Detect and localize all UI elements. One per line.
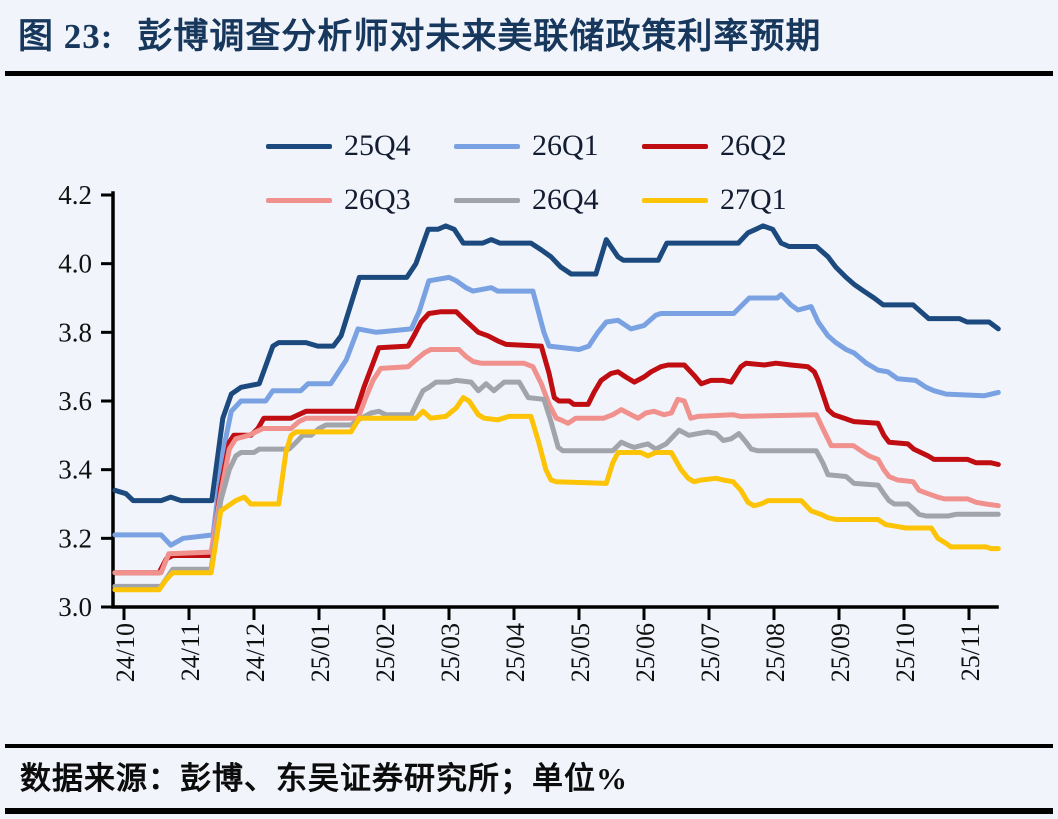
legend-swatch-26Q3: [266, 197, 332, 203]
figure-title-row: 图 23: 彭博调查分析师对未来美联储政策利率预期: [18, 8, 1038, 59]
series-line-26Q3: [112, 347, 1001, 576]
x-tick-label: 25/02: [371, 623, 400, 682]
legend-item-26Q2: 26Q2: [642, 126, 830, 166]
legend-item-25Q4: 25Q4: [266, 126, 454, 166]
y-tick-label: 3.6: [58, 386, 92, 416]
legend-swatch-26Q4: [454, 197, 520, 203]
x-tick-label: 25/07: [696, 623, 725, 682]
figure-label: 图 23:: [18, 17, 114, 56]
x-tick-label: 25/05: [566, 623, 595, 682]
legend-item-27Q1: 27Q1: [642, 180, 830, 220]
legend-label-26Q2: 26Q2: [720, 129, 787, 162]
x-tick-label: 25/09: [826, 623, 855, 682]
x-tick-label: 25/04: [501, 623, 530, 682]
page-title: 彭博调查分析师对未来美联储政策利率预期: [137, 17, 822, 56]
series-line-27Q1: [112, 395, 1001, 593]
y-tick-label: 4.0: [58, 249, 92, 279]
x-tick-label: 25/06: [631, 623, 660, 682]
title-divider-rule: [5, 71, 1053, 76]
y-tick-label: 3.0: [58, 592, 92, 622]
x-tick-label: 24/12: [241, 623, 270, 682]
y-tick-label: 3.4: [58, 455, 92, 485]
series-line-26Q4: [112, 377, 1001, 589]
legend-label-27Q1: 27Q1: [720, 183, 787, 216]
legend-swatch-26Q1: [454, 143, 520, 149]
legend-item-26Q1: 26Q1: [454, 126, 642, 166]
x-tick-label: 25/08: [761, 623, 790, 682]
footer-divider-rule: [5, 744, 1053, 748]
y-tick-label: 4.2: [58, 180, 92, 210]
x-tick-label: 25/01: [306, 623, 335, 682]
legend-label-25Q4: 25Q4: [344, 129, 411, 162]
legend-swatch-27Q1: [642, 197, 708, 203]
series-line-25Q4: [112, 223, 1001, 504]
legend-item-26Q4: 26Q4: [454, 180, 642, 220]
x-tick-label: 24/11: [176, 623, 205, 681]
data-source-text: 数据来源：彭博、东吴证券研究所；单位%: [20, 761, 628, 796]
x-tick-label: 24/10: [111, 623, 140, 682]
legend-label-26Q1: 26Q1: [532, 129, 599, 162]
legend-swatch-26Q2: [642, 143, 708, 149]
x-tick-label: 25/10: [891, 623, 920, 682]
series-line-26Q1: [112, 274, 1001, 548]
chart-legend: 25Q4 26Q1 26Q2 26Q3 26Q4 27Q1: [266, 126, 830, 220]
legend-swatch-25Q4: [266, 143, 332, 149]
y-tick-label: 3.8: [58, 317, 92, 347]
legend-label-26Q3: 26Q3: [344, 183, 411, 216]
series-line-26Q2: [112, 309, 1001, 576]
y-tick-label: 3.2: [58, 523, 92, 553]
legend-item-26Q3: 26Q3: [266, 180, 454, 220]
x-tick-label: 25/11: [956, 623, 985, 681]
x-tick-label: 25/03: [436, 623, 465, 682]
legend-label-26Q4: 26Q4: [532, 183, 599, 216]
bottom-edge-rule: [5, 808, 1053, 814]
